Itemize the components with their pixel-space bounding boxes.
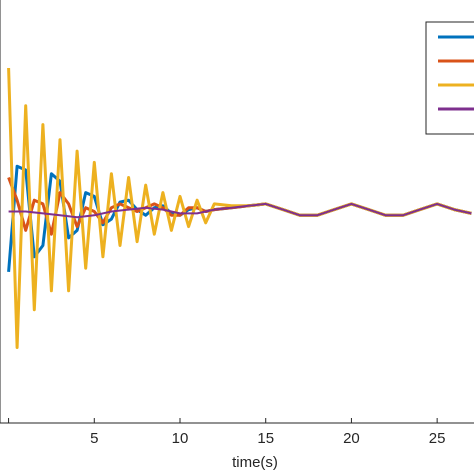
series-line-4 <box>8 202 472 219</box>
legend-box <box>425 21 474 135</box>
legend <box>425 21 474 135</box>
x-tick-label: 20 <box>343 430 360 447</box>
x-tick-label: 10 <box>172 430 189 447</box>
x-tick-label: 15 <box>257 430 274 447</box>
x-tick-label: 25 <box>429 430 446 447</box>
x-axis-ticks: 5 10 15 20 25 <box>8 418 446 447</box>
x-axis-title: time(s) <box>232 454 278 471</box>
plot-frame <box>0 0 474 424</box>
x-tick-label: 5 <box>90 430 98 447</box>
series-layer <box>7 67 472 349</box>
legend-entries <box>438 35 474 111</box>
